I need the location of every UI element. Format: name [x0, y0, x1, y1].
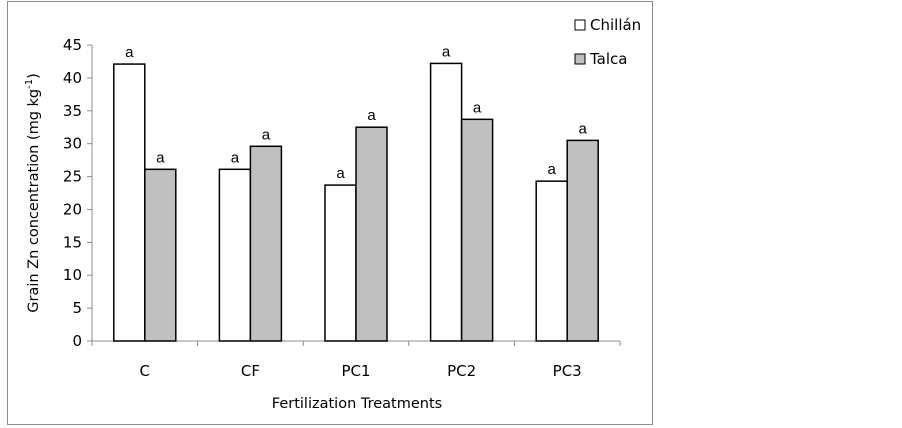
significance-label: a	[156, 149, 165, 166]
y-tick-label: 35	[63, 102, 82, 120]
y-axis-title-suffix: )	[26, 73, 42, 79]
x-tick-label: CF	[241, 362, 260, 380]
y-tick-label: 10	[63, 266, 82, 284]
legend-swatch-talca	[574, 53, 586, 65]
y-tick-label: 5	[72, 299, 82, 317]
y-tick-label: 40	[63, 69, 82, 87]
bar-chillan-c	[113, 63, 146, 342]
bar-chillan-pc1	[324, 184, 357, 342]
y-axis-title-main: Grain Zn concentration (mg kg	[26, 89, 42, 313]
x-axis-title: Fertilization Treatments	[272, 396, 442, 412]
bar-chillan-pc2	[429, 62, 463, 342]
bar-talca-pc3	[566, 139, 599, 342]
x-tick-label: PC1	[341, 362, 370, 380]
y-tick-label: 30	[63, 135, 82, 153]
bar-talca-cf	[249, 145, 283, 342]
y-tick-label: 15	[63, 233, 82, 251]
legend: Chillán Talca	[574, 16, 641, 68]
significance-label: a	[367, 107, 376, 124]
y-axis: 0 5 10 15 20 25 30 35 40 45	[63, 36, 93, 350]
bar-chillan-pc3	[535, 180, 568, 342]
y-axis-title: Grain Zn concentration (mg kg-1)	[24, 73, 42, 313]
y-axis-title-superscript: -1	[24, 79, 35, 89]
significance-label: a	[442, 43, 451, 60]
legend-label-chillan: Chillán	[590, 16, 641, 34]
x-tick-label: PC3	[553, 362, 582, 380]
y-tick-label: 0	[72, 332, 82, 350]
significance-label: a	[579, 120, 588, 137]
significance-label: a	[262, 126, 271, 143]
y-tick-label: 20	[63, 200, 82, 218]
bar-talca-c	[144, 168, 177, 342]
x-axis: C CF PC1 PC2 PC3	[87, 340, 621, 380]
significance-label: a	[125, 44, 134, 61]
significance-label: a	[336, 165, 345, 182]
legend-swatch-chillan	[574, 19, 586, 31]
bar-labels: a a a a a a a a a a	[125, 43, 587, 182]
y-tick-label: 25	[63, 168, 82, 186]
significance-label: a	[548, 161, 557, 178]
bar-talca-pc1	[355, 126, 388, 342]
y-tick-label: 45	[63, 36, 82, 54]
significance-label: a	[231, 149, 240, 166]
significance-label: a	[473, 99, 482, 116]
x-tick-label: C	[140, 362, 150, 380]
legend-label-talca: Talca	[589, 50, 627, 68]
bar-chillan-cf	[218, 168, 252, 342]
bar-talca-pc2	[460, 118, 494, 342]
x-tick-label: PC2	[447, 362, 476, 380]
bars	[113, 62, 599, 342]
